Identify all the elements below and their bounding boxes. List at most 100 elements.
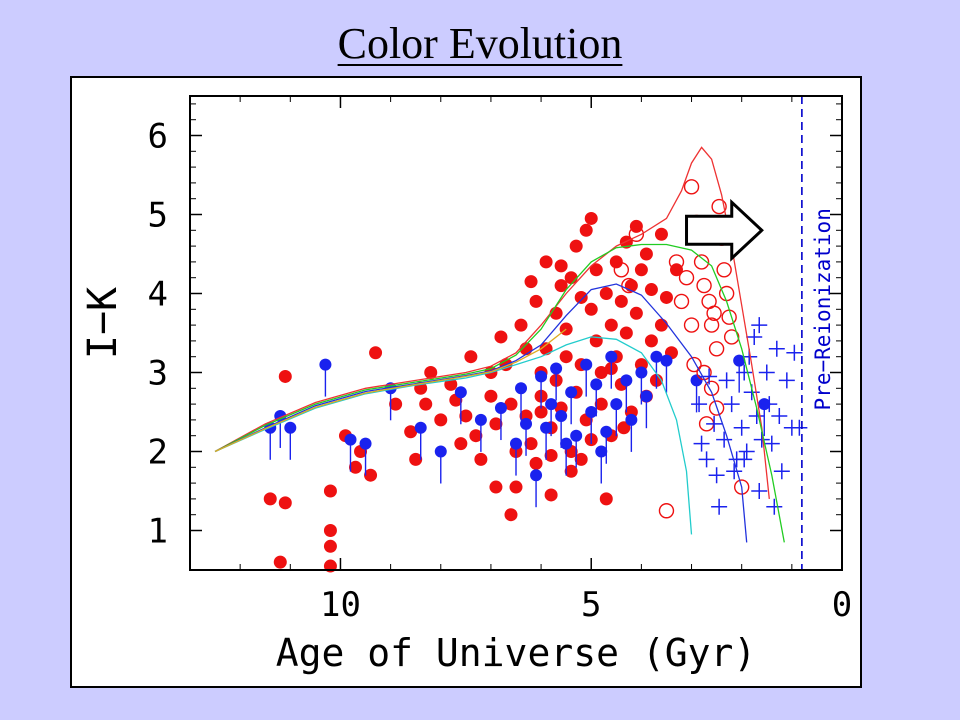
red-galaxy-point <box>389 397 403 411</box>
red-galaxy-point <box>323 524 337 537</box>
red-galaxy-point <box>659 290 673 304</box>
plus-point <box>791 419 808 436</box>
plus-point <box>698 451 715 468</box>
red-galaxy-point <box>534 405 548 419</box>
red-galaxy-point <box>617 421 631 435</box>
model-track-curve <box>214 283 748 543</box>
red-galaxy-point <box>409 452 423 466</box>
red-galaxy-point <box>273 555 287 569</box>
open-red-point <box>678 269 695 286</box>
red-galaxy-point <box>323 484 337 498</box>
red-galaxy-point <box>654 227 668 241</box>
model-track-curve <box>214 328 567 453</box>
blue-galaxy-point <box>625 413 638 426</box>
red-galaxy-point <box>474 452 488 466</box>
data-series-group <box>263 179 808 573</box>
red-galaxy-point <box>459 409 473 423</box>
open-red-point <box>628 226 645 242</box>
red-galaxy-point <box>349 460 363 474</box>
plus-point <box>733 419 750 436</box>
open-red-point <box>686 356 702 373</box>
blue-galaxy-point <box>555 409 568 422</box>
plus-point <box>773 463 790 480</box>
x-tick-label: 5 <box>581 585 601 625</box>
open-red-point <box>693 254 710 270</box>
y-tick-label: 2 <box>148 433 168 473</box>
open-red-point <box>683 317 700 333</box>
y-axis-label: I−K <box>80 287 126 359</box>
blue-galaxy-point <box>660 354 673 367</box>
open-red-point <box>673 293 690 310</box>
blue-galaxy-point <box>560 437 573 450</box>
blue-galaxy-point <box>284 421 297 434</box>
model-track-curve <box>214 146 770 499</box>
blue-galaxy-point <box>359 437 372 450</box>
red-galaxy-point <box>559 350 573 364</box>
blue-galaxy-point <box>550 362 563 375</box>
red-galaxy-point <box>629 306 643 320</box>
blue-galaxy-point <box>565 386 578 399</box>
plot-frame <box>189 95 843 571</box>
red-galaxy-point <box>584 211 598 225</box>
plus-point <box>718 372 735 389</box>
red-galaxy-point <box>584 302 598 316</box>
red-galaxy-point <box>619 326 633 340</box>
red-galaxy-point <box>544 488 558 502</box>
red-galaxy-point <box>599 492 613 506</box>
blue-galaxy-point <box>510 437 522 450</box>
plus-point <box>736 364 753 381</box>
red-galaxy-point <box>639 247 653 261</box>
red-galaxy-point <box>419 397 433 411</box>
red-galaxy-point <box>644 283 658 297</box>
blue-galaxy-point <box>595 445 608 458</box>
red-galaxy-point <box>654 318 668 332</box>
blue-galaxy-point <box>545 398 558 411</box>
blue-galaxy-point <box>733 354 746 367</box>
plus-point <box>723 396 740 413</box>
blue-galaxy-point <box>605 350 618 363</box>
x-tick-label: 0 <box>832 585 852 625</box>
red-galaxy-point <box>574 290 588 304</box>
blue-galaxy-point <box>590 378 603 391</box>
red-galaxy-point <box>539 342 553 356</box>
red-galaxy-point <box>504 508 518 522</box>
blue-galaxy-point <box>414 421 427 434</box>
red-galaxy-point <box>489 417 503 431</box>
open-red-point <box>658 503 675 519</box>
pre-reionization-label: Pre−Reionization <box>811 208 835 410</box>
red-galaxy-point <box>454 437 468 451</box>
red-galaxy-point <box>464 350 478 364</box>
plus-point <box>758 364 775 381</box>
blue-galaxy-point <box>515 382 528 395</box>
y-tick-label: 5 <box>148 196 168 236</box>
blue-galaxy-point <box>454 386 467 399</box>
red-galaxy-point <box>579 223 593 237</box>
open-red-point <box>613 262 630 278</box>
red-galaxy-point <box>364 468 378 482</box>
red-galaxy-point <box>529 294 543 308</box>
red-galaxy-point <box>604 318 618 332</box>
open-red-point <box>716 262 732 278</box>
plus-point <box>693 435 710 452</box>
blue-galaxy-point <box>640 390 653 403</box>
red-galaxy-point <box>434 413 448 427</box>
red-galaxy-point <box>564 464 578 478</box>
red-galaxy-point <box>263 492 277 506</box>
red-galaxy-point <box>589 263 603 277</box>
red-galaxy-point <box>424 366 438 379</box>
axes-group: 1 2 3 4 5 6 10 5 0 <box>148 96 852 625</box>
y-tick-label: 1 <box>148 512 168 552</box>
blue-galaxy-point <box>344 433 357 446</box>
red-galaxy-point <box>504 397 518 411</box>
red-galaxy-point <box>669 263 683 277</box>
open-red-point <box>621 277 637 294</box>
open-red-point <box>703 317 720 333</box>
red-galaxy-point <box>469 429 483 443</box>
red-galaxy-point <box>599 287 613 300</box>
red-galaxy-point <box>524 437 538 451</box>
red-galaxy-point <box>278 369 292 383</box>
plus-point <box>711 498 728 515</box>
x-tick-label: 10 <box>320 585 361 625</box>
blue-galaxy-point <box>570 429 583 442</box>
open-red-point <box>683 179 700 195</box>
